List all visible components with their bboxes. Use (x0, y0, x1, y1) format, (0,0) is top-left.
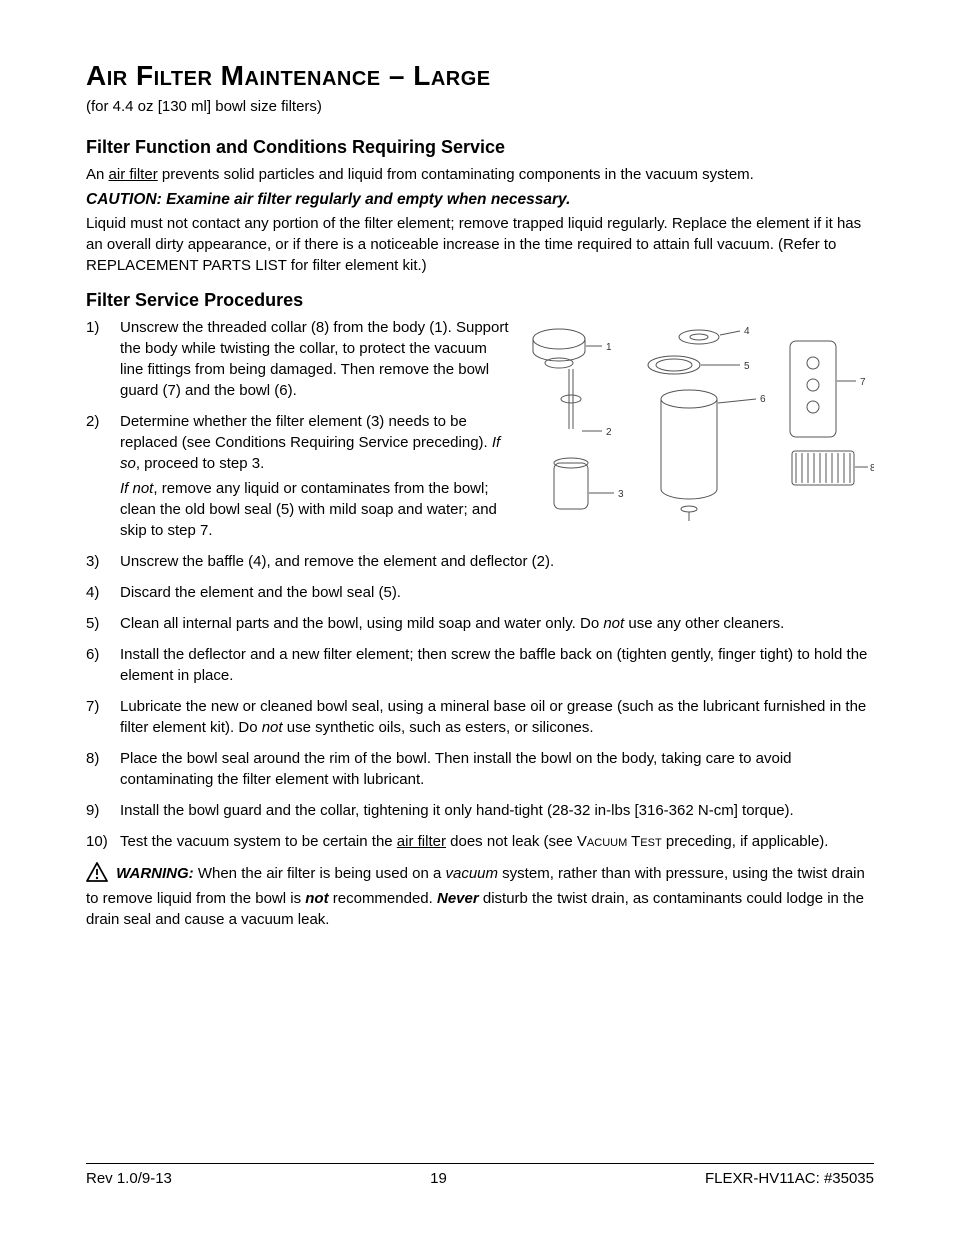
para-filter-function: An air filter prevents solid particles a… (86, 164, 874, 185)
italic-term: not (262, 719, 283, 736)
step-text: Install the deflector and a new filter e… (120, 646, 867, 684)
step-3: Unscrew the baffle (4), and remove the e… (86, 551, 874, 572)
step-text: Place the bowl seal around the rim of th… (120, 750, 792, 788)
bold-italic-term: Never (437, 890, 479, 907)
section-heading-1: Filter Function and Conditions Requiring… (86, 137, 874, 158)
footer-revision: Rev 1.0/9-13 (86, 1170, 172, 1187)
step-5: Clean all internal parts and the bowl, u… (86, 613, 874, 634)
step-7: Lubricate the new or cleaned bowl seal, … (86, 696, 874, 738)
page: Air Filter Maintenance – Large (for 4.4 … (0, 0, 954, 1235)
underlined-term: air filter (397, 833, 446, 850)
underlined-term: air filter (109, 166, 158, 183)
text: Test the vacuum system to be certain the (120, 833, 397, 850)
step-8: Place the bowl seal around the rim of th… (86, 748, 874, 790)
procedures-content: 1 2 3 4 (86, 317, 874, 930)
text: Determine whether the filter element (3)… (120, 413, 492, 451)
step-9: Install the bowl guard and the collar, t… (86, 800, 874, 821)
text: recommended. (329, 890, 437, 907)
text: use synthetic oils, such as esters, or s… (283, 719, 594, 736)
para-liquid: Liquid must not contact any portion of t… (86, 213, 874, 276)
procedure-list: Unscrew the threaded collar (8) from the… (86, 317, 874, 852)
step-text: Unscrew the threaded collar (8) from the… (120, 319, 509, 399)
step-text: Discard the element and the bowl seal (5… (120, 584, 401, 601)
caution-line: CAUTION: Examine air filter regularly an… (86, 191, 874, 209)
text: Clean all internal parts and the bowl, u… (120, 615, 603, 632)
warning-icon (86, 862, 108, 888)
section-heading-2: Filter Service Procedures (86, 290, 874, 311)
italic-term: If not (120, 480, 153, 497)
step-4: Discard the element and the bowl seal (5… (86, 582, 874, 603)
text: When the air filter is being used on a (194, 865, 446, 882)
footer-page-number: 19 (430, 1170, 447, 1187)
page-subtitle: (for 4.4 oz [130 ml] bowl size filters) (86, 98, 874, 115)
step-text: Install the bowl guard and the collar, t… (120, 802, 794, 819)
italic-term: not (603, 615, 624, 632)
text: preceding, if applicable). (662, 833, 829, 850)
step-10: Test the vacuum system to be certain the… (86, 831, 874, 852)
step-1: Unscrew the threaded collar (8) from the… (86, 317, 874, 401)
bold-italic-term: not (305, 890, 328, 907)
text: An (86, 166, 109, 183)
page-title: Air Filter Maintenance – Large (86, 60, 874, 92)
step-2: Determine whether the filter element (3)… (86, 411, 874, 541)
warning-block: WARNING: When the air filter is being us… (86, 862, 874, 930)
text: , proceed to step 3. (136, 455, 264, 472)
step-2-alt: If not, remove any liquid or contaminate… (120, 478, 874, 541)
step-text: Unscrew the baffle (4), and remove the e… (120, 553, 554, 570)
text: , remove any liquid or contaminates from… (120, 480, 497, 539)
text: use any other cleaners. (624, 615, 784, 632)
text: prevents solid particles and liquid from… (158, 166, 754, 183)
footer-document-id: FLEXR-HV11AC: #35035 (705, 1170, 874, 1187)
text: does not leak (see (446, 833, 577, 850)
smallcaps-term: Vacuum Test (577, 833, 662, 850)
italic-term: vacuum (445, 865, 498, 882)
page-footer: Rev 1.0/9-13 19 FLEXR-HV11AC: #35035 (86, 1163, 874, 1187)
step-6: Install the deflector and a new filter e… (86, 644, 874, 686)
warning-label: WARNING: (116, 865, 194, 882)
